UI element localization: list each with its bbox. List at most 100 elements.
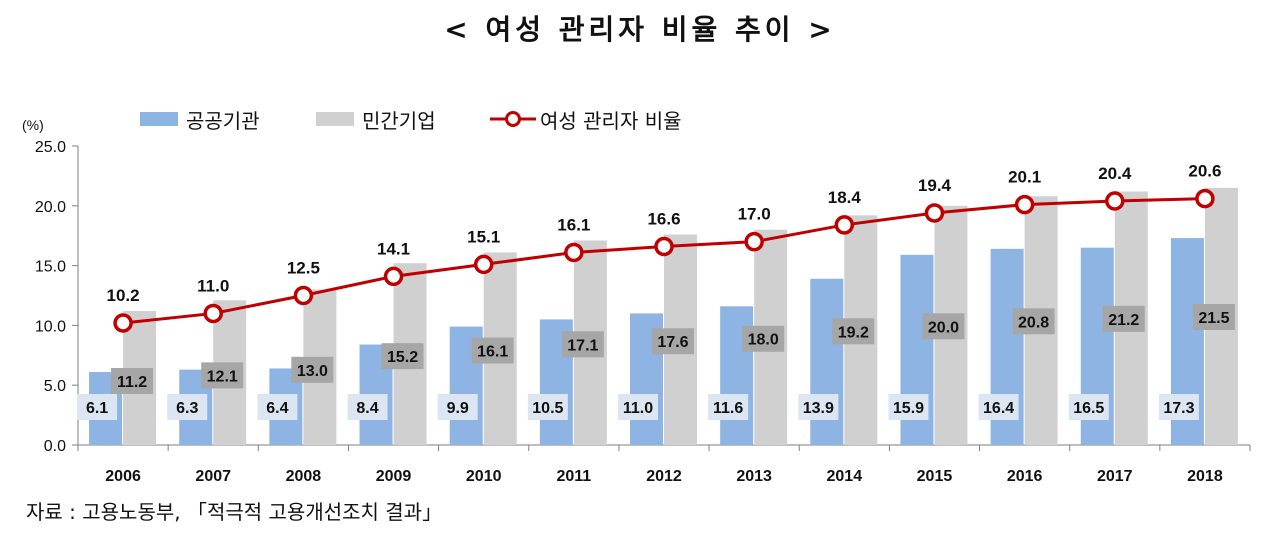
private-value-label: 15.2 bbox=[387, 349, 418, 366]
private-value-label: 12.1 bbox=[207, 368, 238, 385]
private-value-label: 20.0 bbox=[928, 319, 959, 336]
private-value-label: 20.8 bbox=[1018, 314, 1049, 331]
ratio-value-label: 16.6 bbox=[647, 209, 680, 228]
public-value-label: 16.4 bbox=[983, 400, 1014, 417]
legend-swatch-public bbox=[140, 112, 178, 126]
private-value-box bbox=[561, 331, 604, 358]
private-value-box bbox=[832, 318, 875, 345]
ratio-value-label: 18.4 bbox=[828, 188, 862, 207]
private-value-box bbox=[922, 313, 965, 340]
ratio-point bbox=[1195, 188, 1215, 209]
private-value-box bbox=[1102, 305, 1145, 332]
x-tick-label: 2016 bbox=[1007, 468, 1043, 485]
ratio-value-label: 17.0 bbox=[738, 205, 771, 224]
legend-label-public: 공공기관 bbox=[186, 109, 260, 133]
public-value-box bbox=[77, 394, 118, 420]
public-value-label: 6.3 bbox=[176, 400, 198, 417]
private-value-box bbox=[652, 328, 694, 355]
chart-title: < 여성 관리자 비율 추이 > bbox=[444, 13, 836, 46]
ratio-value-label: 14.1 bbox=[377, 239, 410, 258]
public-value-label: 6.4 bbox=[266, 400, 288, 417]
x-tick-label: 2006 bbox=[105, 468, 141, 485]
ratio-value-label: 20.1 bbox=[1008, 168, 1041, 187]
public-value-label: 15.9 bbox=[893, 400, 924, 417]
y-tick-label: 5.0 bbox=[44, 378, 66, 395]
private-value-box bbox=[291, 356, 334, 383]
public-value-label: 11.6 bbox=[713, 400, 743, 417]
public-value-label: 6.1 bbox=[86, 400, 108, 417]
public-value-box bbox=[347, 394, 388, 420]
ratio-value-label: 15.1 bbox=[467, 227, 500, 246]
y-tick-label: 10.0 bbox=[35, 318, 66, 335]
ratio-value-label: 11.0 bbox=[197, 276, 229, 295]
private-value-label: 21.2 bbox=[1108, 312, 1139, 329]
ratio-point bbox=[473, 254, 494, 275]
legend-swatch-private bbox=[316, 112, 354, 126]
ratio-point bbox=[293, 285, 314, 306]
private-value-label: 16.1 bbox=[477, 344, 508, 361]
x-tick-label: 2010 bbox=[466, 468, 502, 485]
y-tick-label: 15.0 bbox=[35, 259, 66, 276]
public-value-label: 13.9 bbox=[803, 400, 834, 417]
private-value-box bbox=[381, 343, 424, 370]
source-note: 자료 : 고용노동부, 「적극적 고용개선조치 결과」 bbox=[26, 500, 443, 524]
ratio-value-label: 10.2 bbox=[107, 286, 140, 305]
ratio-point bbox=[203, 303, 223, 324]
private-value-box bbox=[742, 325, 785, 352]
public-value-box bbox=[798, 394, 839, 420]
ratio-point bbox=[1105, 191, 1125, 211]
public-value-label: 16.5 bbox=[1073, 400, 1104, 417]
ratio-point bbox=[564, 242, 584, 263]
public-value-box bbox=[888, 394, 929, 420]
public-value-box bbox=[257, 394, 298, 420]
public-value-box bbox=[167, 394, 208, 420]
x-tick-label: 2008 bbox=[286, 468, 322, 485]
ratio-value-label: 19.4 bbox=[918, 176, 952, 195]
ratio-value-label: 16.1 bbox=[557, 215, 590, 234]
ratio-value-label: 20.4 bbox=[1098, 164, 1132, 183]
ratio-point bbox=[654, 236, 674, 257]
ratio-point bbox=[383, 266, 404, 287]
public-value-label: 10.5 bbox=[532, 400, 563, 417]
x-tick-label: 2009 bbox=[376, 468, 412, 485]
legend: 공공기관 민간기업 여성 관리자 비율 bbox=[140, 109, 682, 133]
private-value-label: 17.6 bbox=[657, 334, 688, 351]
public-value-box bbox=[978, 394, 1019, 420]
ratio-point bbox=[113, 313, 133, 333]
public-value-box bbox=[527, 394, 568, 420]
x-tick-label: 2015 bbox=[917, 468, 953, 485]
y-tick-label: 20.0 bbox=[35, 199, 66, 216]
x-tick-label: 2007 bbox=[195, 468, 231, 485]
ratio-point bbox=[834, 215, 855, 235]
x-tick-label: 2018 bbox=[1187, 468, 1223, 485]
x-tick-label: 2014 bbox=[827, 468, 863, 485]
public-value-box bbox=[437, 394, 478, 420]
private-value-label: 17.1 bbox=[567, 337, 598, 354]
public-value-box bbox=[708, 394, 749, 420]
private-value-box bbox=[201, 362, 244, 389]
public-value-box bbox=[1068, 394, 1109, 420]
public-value-label: 8.4 bbox=[356, 400, 378, 417]
private-value-box bbox=[111, 368, 154, 394]
legend-marker-ratio bbox=[505, 111, 521, 127]
private-value-label: 11.2 bbox=[117, 374, 147, 391]
y-unit-label: (%) bbox=[22, 117, 44, 133]
private-value-box bbox=[1012, 308, 1055, 335]
private-value-box bbox=[1192, 304, 1235, 330]
ratio-value-label: 12.5 bbox=[287, 259, 320, 278]
x-tick-label: 2011 bbox=[556, 468, 591, 485]
public-value-label: 11.0 bbox=[623, 400, 653, 417]
ratio-value-label: 20.6 bbox=[1188, 162, 1221, 181]
private-value-label: 19.2 bbox=[838, 324, 869, 341]
private-value-label: 13.0 bbox=[297, 363, 328, 380]
ratio-point bbox=[1014, 194, 1035, 215]
ratio-point bbox=[924, 203, 945, 223]
private-value-box bbox=[471, 337, 514, 364]
x-tick-label: 2017 bbox=[1097, 468, 1133, 485]
public-bar bbox=[810, 278, 844, 445]
private-value-label: 18.0 bbox=[748, 332, 779, 349]
legend-label-ratio: 여성 관리자 비율 bbox=[540, 109, 682, 133]
x-tick-label: 2012 bbox=[646, 468, 682, 485]
public-value-box bbox=[1158, 394, 1199, 420]
